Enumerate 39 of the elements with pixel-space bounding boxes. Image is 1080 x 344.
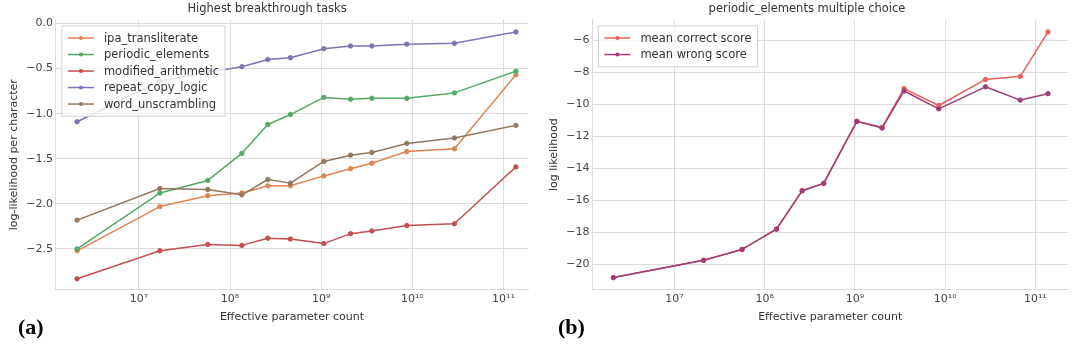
x-tick-label: 10⁹ xyxy=(311,292,331,306)
x-axis-title: Effective parameter count xyxy=(758,310,903,324)
x-tick-label: 10¹⁰ xyxy=(933,292,958,306)
chart-title: Highest breakthrough tasks xyxy=(187,0,347,15)
legend-label: mean correct score xyxy=(640,30,752,45)
legend-label: periodic_elements xyxy=(103,47,210,62)
y-tick-label: −2.0 xyxy=(26,196,53,210)
y-axis-title: log-likelihood per character xyxy=(7,78,21,231)
y-tick-label: −8 xyxy=(573,64,590,78)
x-tick-label: 10⁸ xyxy=(220,292,240,306)
y-tick-label: −2.5 xyxy=(26,241,53,255)
x-tick-label: 10⁸ xyxy=(755,292,775,306)
legend-label: ipa_transliterate xyxy=(103,30,199,45)
x-tick-label: 10¹⁰ xyxy=(400,292,425,306)
x-tick-label: 10⁷ xyxy=(129,292,149,306)
text: (a) xyxy=(18,314,44,340)
y-tick-label: −6 xyxy=(573,32,590,46)
legend-label: mean wrong score xyxy=(640,47,747,62)
y-tick-label: −10 xyxy=(566,96,590,110)
legend-label: word_unscrambling xyxy=(103,96,217,111)
legend-label: modified_arithmetic xyxy=(103,63,220,78)
legend-label: repeat_copy_logic xyxy=(103,80,208,95)
y-tick-label: −1.0 xyxy=(26,106,53,120)
y-tick-label: −12 xyxy=(566,128,590,142)
y-tick-label: −1.5 xyxy=(26,151,53,165)
x-tick-label: 10⁹ xyxy=(845,292,865,306)
y-tick-label: −14 xyxy=(566,160,590,174)
y-tick-label: −20 xyxy=(566,256,590,270)
x-tick-label: 10⁷ xyxy=(665,292,684,306)
y-tick-label: −0.5 xyxy=(26,61,53,75)
y-tick-label: −18 xyxy=(566,224,590,238)
y-tick-label: 0.0 xyxy=(35,16,53,30)
x-tick-label: 10¹¹ xyxy=(1023,292,1047,306)
y-axis-title: log likelihood xyxy=(547,118,561,192)
y-tick-label: −16 xyxy=(566,192,590,206)
x-axis-title: Effective parameter count xyxy=(219,310,365,324)
x-tick-label: 10¹¹ xyxy=(492,292,515,306)
text: (b) xyxy=(558,314,585,340)
chart-title: periodic_elements multiple choice xyxy=(708,0,906,15)
